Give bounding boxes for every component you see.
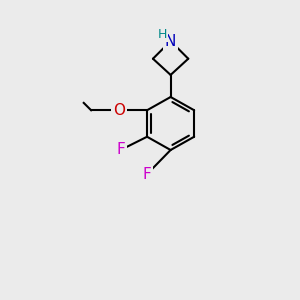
Text: F: F (116, 142, 125, 158)
Text: O: O (113, 103, 125, 118)
Text: N: N (165, 34, 176, 49)
Text: H: H (158, 28, 167, 41)
Text: F: F (143, 167, 152, 182)
